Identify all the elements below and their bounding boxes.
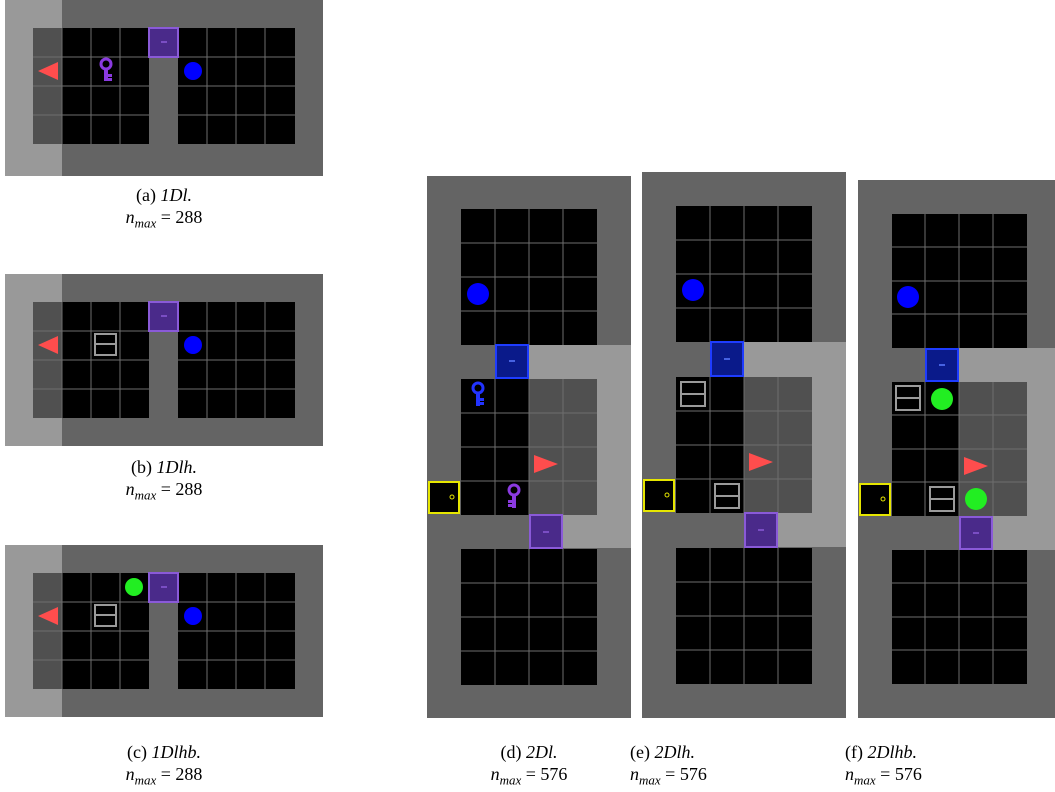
locked-door-icon: [495, 344, 529, 379]
agent-triangle-icon: [534, 455, 558, 473]
panel-b-gridworld: [5, 274, 323, 446]
locked-door-icon: [710, 341, 744, 377]
locked-door-icon: [148, 572, 179, 603]
panel-d-gridworld: [427, 176, 631, 718]
caption-name: 2Dl.: [526, 742, 558, 762]
agent-triangle-icon: [749, 453, 773, 471]
grid-lines: [461, 209, 597, 685]
panel-f-gridworld: [858, 180, 1055, 718]
caption-c: (c) 1Dlhb. nmax = 288: [5, 741, 323, 792]
ball-icon: [965, 488, 987, 510]
caption-letter: (a): [136, 185, 156, 205]
caption-nmax: nmax = 288: [125, 207, 203, 231]
agent-triangle-icon: [38, 607, 58, 625]
key-icon: [99, 57, 113, 81]
locked-door-icon: [925, 348, 959, 382]
grid-lines: [33, 573, 295, 689]
caption-f: (f) 2Dlhb. nmax = 576: [845, 741, 1005, 792]
panel-e-gridworld: [642, 172, 846, 718]
ball-icon: [125, 578, 143, 596]
ball-icon: [897, 286, 919, 308]
ball-icon: [184, 336, 202, 354]
ball-icon: [184, 607, 202, 625]
caption-e: (e) 2Dlh. nmax = 576: [630, 741, 780, 792]
caption-b: (b) 1Dlh. nmax = 288: [5, 456, 323, 507]
agent-triangle-icon: [964, 457, 988, 475]
caption-a: (a) 1Dl. nmax = 288: [5, 184, 323, 235]
box-icon: [895, 385, 921, 411]
caption-letter: (f): [845, 742, 863, 762]
ball-icon: [931, 388, 953, 410]
grid-lines: [33, 302, 295, 418]
ball-icon: [467, 283, 489, 305]
locked-door-icon: [744, 512, 778, 548]
box-icon: [94, 333, 117, 356]
yellow-door-icon: [859, 483, 891, 516]
caption-nmax: nmax = 288: [125, 479, 203, 503]
yellow-door-icon: [643, 479, 675, 512]
panel-a-gridworld: [5, 0, 323, 176]
box-icon: [94, 604, 117, 627]
panel-c-gridworld: [5, 545, 323, 717]
caption-letter: (b): [131, 457, 152, 477]
key-icon: [507, 483, 521, 508]
agent-triangle-icon: [38, 62, 58, 80]
key-icon: [471, 381, 485, 406]
locked-door-icon: [529, 514, 563, 549]
box-icon: [929, 486, 955, 512]
grid-lines: [676, 206, 812, 684]
caption-name: 1Dl.: [160, 185, 192, 205]
ball-icon: [682, 279, 704, 301]
locked-door-icon: [959, 516, 993, 550]
caption-nmax: nmax = 576: [845, 764, 922, 788]
caption-name: 2Dlh.: [654, 742, 695, 762]
caption-name: 1Dlh.: [156, 457, 198, 477]
agent-triangle-icon: [38, 336, 58, 354]
caption-name: 1Dlhb.: [151, 742, 201, 762]
caption-letter: (e): [630, 742, 650, 762]
ball-icon: [184, 62, 202, 80]
box-icon: [680, 381, 706, 407]
yellow-door-icon: [428, 481, 460, 514]
locked-door-icon: [148, 301, 179, 332]
caption-d: (d) 2Dl. nmax = 576: [427, 741, 631, 792]
caption-name: 2Dlhb.: [867, 742, 917, 762]
locked-door-icon: [148, 27, 179, 58]
caption-letter: (d): [500, 742, 522, 762]
caption-nmax: nmax = 288: [125, 764, 203, 788]
caption-letter: (c): [127, 742, 147, 762]
box-icon: [714, 483, 740, 509]
caption-nmax: nmax = 576: [630, 764, 707, 788]
grid-lines: [892, 214, 1027, 684]
caption-nmax: nmax = 576: [490, 764, 568, 788]
grid-lines: [33, 28, 295, 144]
